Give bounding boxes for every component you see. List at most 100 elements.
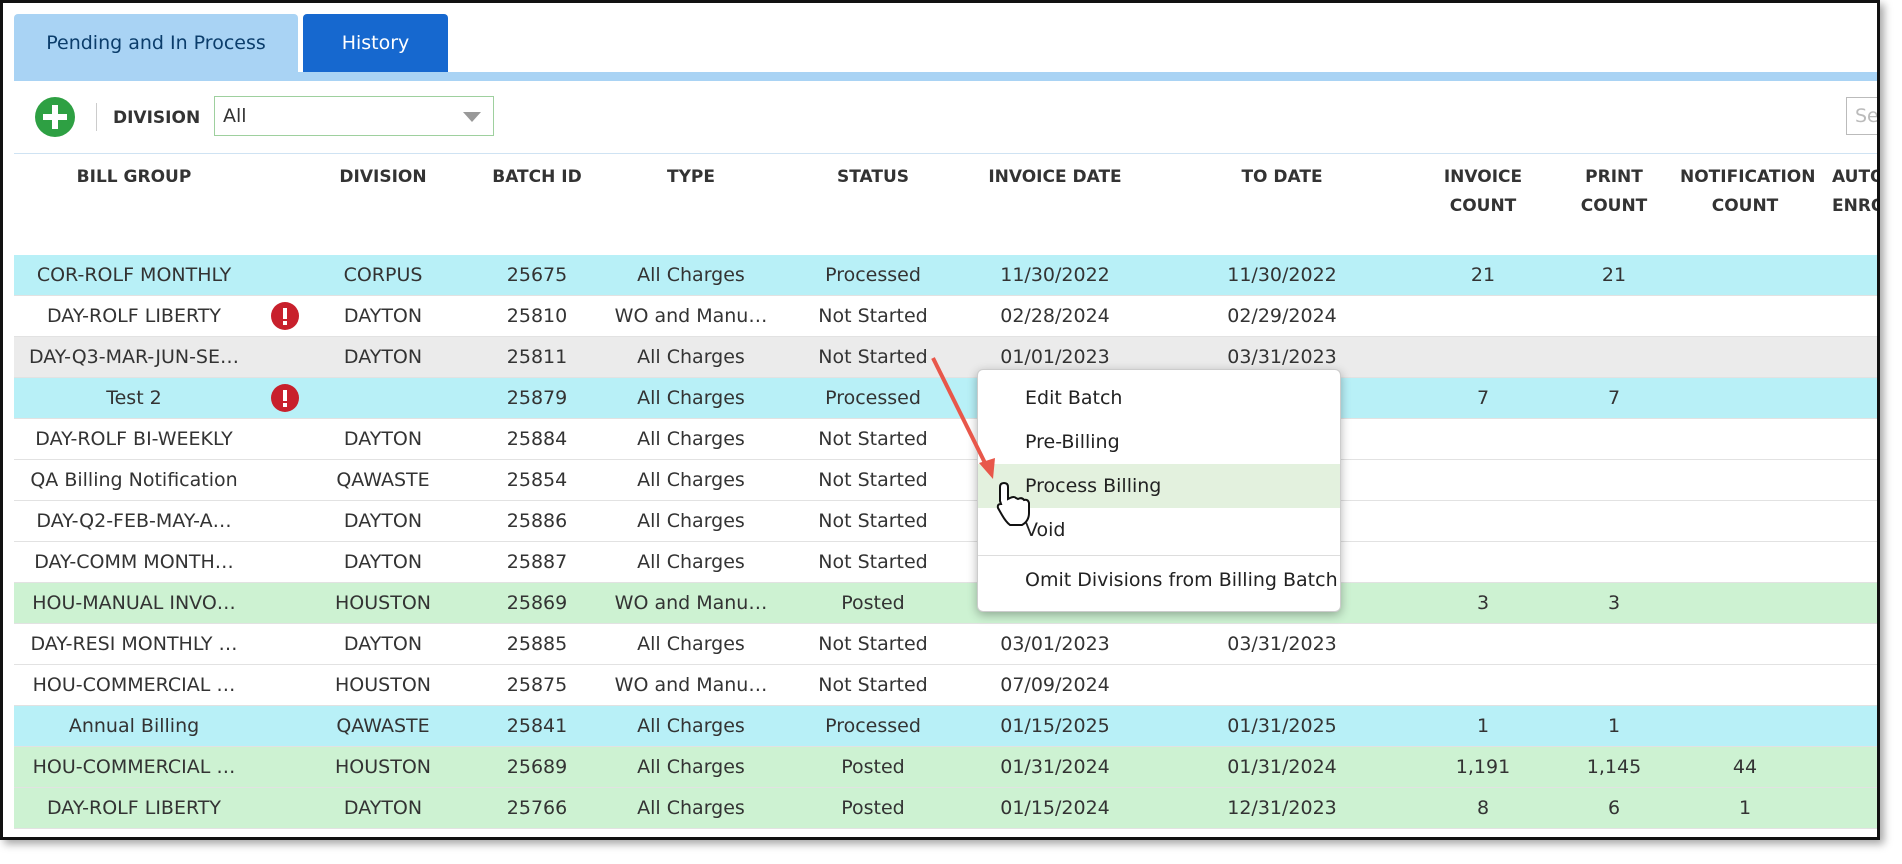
table-cell: DAYTON: [343, 633, 423, 655]
table-cell: 01/15/2025: [1000, 715, 1110, 737]
table-cell: 11/30/2022: [1227, 264, 1337, 286]
table-cell: WO and Manu…: [614, 592, 768, 614]
search-input[interactable]: Sea: [1846, 97, 1877, 135]
table-cell: DAYTON: [343, 305, 423, 327]
table-cell: HOU-MANUAL INVO…: [32, 592, 236, 614]
table-cell: Not Started: [818, 469, 928, 491]
table-cell: 25811: [506, 346, 568, 368]
table-cell: WO and Manu…: [614, 674, 768, 696]
menu-item[interactable]: Omit Divisions from Billing Batch: [1025, 569, 1338, 591]
table-cell: 25879: [506, 387, 568, 409]
add-button[interactable]: [34, 96, 76, 138]
column-header: BATCH ID: [492, 167, 582, 187]
table-row[interactable]: HOU-COMMERCIAL … HOUSTON 25875 WO and Manu……: [14, 665, 1877, 706]
tab[interactable]: Pending and In Process: [14, 14, 298, 72]
column-header: INVOICE COUNT: [1443, 167, 1523, 216]
table-cell: 03/31/2023: [1227, 633, 1337, 655]
table-cell: 12/31/2023: [1227, 797, 1337, 819]
table-row[interactable]: COR-ROLF MONTHLY CORPUS 25675 All Charges Pr…: [14, 255, 1877, 296]
table-cell: 25854: [506, 469, 568, 491]
column-header: INVOICE DATE: [988, 167, 1122, 187]
table-cell: 21: [1470, 264, 1496, 286]
table-cell: Not Started: [818, 305, 928, 327]
column-header: BILL GROUP: [76, 167, 192, 187]
menu-item[interactable]: Pre-Billing: [1025, 431, 1120, 453]
table-cell: All Charges: [637, 551, 745, 573]
table-cell: Not Started: [818, 346, 928, 368]
alert-icon: [271, 302, 299, 330]
table-cell: 01/31/2025: [1227, 715, 1337, 737]
column-header: TYPE: [667, 167, 715, 187]
table-cell: All Charges: [637, 346, 745, 368]
table-row[interactable]: Test 2 25879 All Charges Processed 7 7: [14, 378, 1877, 419]
column-header: DIVISION: [339, 167, 427, 187]
table-cell: 02/29/2024: [1227, 305, 1337, 327]
alert-glyph: [283, 390, 287, 407]
table-cell: QAWASTE: [336, 715, 430, 737]
table-cell: 07/09/2024: [1000, 674, 1110, 696]
table-row[interactable]: DAY-Q2-FEB-MAY-A… DAYTON 25886 All Charges N…: [14, 501, 1877, 542]
table-cell: HOUSTON: [335, 592, 431, 614]
table-cell: 11/30/2022: [1000, 264, 1110, 286]
table-cell: 25875: [506, 674, 568, 696]
select-value: All: [223, 105, 247, 127]
menu-separator: [978, 555, 1340, 556]
table-cell: Processed: [825, 715, 921, 737]
table-cell: 1,145: [1586, 756, 1642, 778]
column-header: AUTO ENRO: [1832, 167, 1880, 216]
menu-item[interactable]: Void: [1025, 519, 1066, 541]
table-cell: Posted: [841, 756, 905, 778]
table-row[interactable]: DAY-ROLF BI-WEEKLY DAYTON 25884 All Charges…: [14, 419, 1877, 460]
table-row[interactable]: DAY-ROLF LIBERTY DAYTON 25766 All Charges Po…: [14, 788, 1877, 829]
table-cell: 25884: [506, 428, 568, 450]
table-cell: Test 2: [106, 387, 162, 409]
table-row[interactable]: QA Billing Notification QAWASTE 25854 All C…: [14, 460, 1877, 501]
table-cell: DAYTON: [343, 551, 423, 573]
menu-item[interactable]: Process Billing: [978, 464, 1340, 508]
table-row[interactable]: DAY-RESI MONTHLY … DAYTON 25885 All Charges…: [14, 624, 1877, 665]
table-cell: 3: [1476, 592, 1490, 614]
table-cell: DAY-ROLF BI-WEEKLY: [35, 428, 233, 450]
table-row[interactable]: HOU-MANUAL INVO… HOUSTON 25869 WO and Manu……: [14, 583, 1877, 624]
table-cell: All Charges: [637, 633, 745, 655]
table-cell: 21: [1601, 264, 1627, 286]
table-row[interactable]: DAY-Q3-MAR-JUN-SE… DAYTON 25811 All Charges…: [14, 337, 1877, 378]
table-cell: DAY-Q2-FEB-MAY-A…: [36, 510, 232, 532]
menu-item[interactable]: Edit Batch: [1025, 387, 1123, 409]
table-cell: Annual Billing: [68, 715, 200, 737]
table-cell: 01/01/2023: [1000, 346, 1110, 368]
table-cell: 25887: [506, 551, 568, 573]
table-cell: All Charges: [637, 387, 745, 409]
table-cell: DAY-Q3-MAR-JUN-SE…: [28, 346, 240, 368]
table-cell: All Charges: [637, 715, 745, 737]
table-cell: 1: [1607, 715, 1621, 737]
table-cell: HOU-COMMERCIAL …: [32, 674, 236, 696]
table-cell: 7: [1476, 387, 1490, 409]
table-cell: Not Started: [818, 428, 928, 450]
table-cell: COR-ROLF MONTHLY: [36, 264, 232, 286]
table-row[interactable]: HOU-COMMERCIAL … HOUSTON 25689 All Charges P…: [14, 747, 1877, 788]
column-header: NOTIFICATION COUNT: [1680, 167, 1816, 216]
table-cell: Not Started: [818, 551, 928, 573]
table-cell: 01/15/2024: [1000, 797, 1110, 819]
table-cell: 25869: [506, 592, 568, 614]
column-header: TO DATE: [1241, 167, 1323, 187]
table-row[interactable]: DAY-ROLF LIBERTY DAYTON 25810 WO and Manu… N…: [14, 296, 1877, 337]
table-cell: 25675: [506, 264, 568, 286]
table-cell: HOU-COMMERCIAL …: [32, 756, 236, 778]
table-row[interactable]: Annual Billing QAWASTE 25841 All Charges Pro…: [14, 706, 1877, 747]
table-row[interactable]: DAY-COMM MONTH… DAYTON 25887 All Charges Not…: [14, 542, 1877, 583]
table-cell: 25885: [506, 633, 568, 655]
table-cell: 03/01/2023: [1000, 633, 1110, 655]
division-select[interactable]: All: [214, 96, 494, 136]
context-menu: Edit Batch Pre-Billing Process Billing Void…: [977, 369, 1341, 612]
table-cell: Posted: [841, 797, 905, 819]
table-cell: All Charges: [637, 510, 745, 532]
tab[interactable]: History: [303, 14, 448, 72]
table-cell: DAYTON: [343, 346, 423, 368]
table-cell: DAY-COMM MONTH…: [34, 551, 234, 573]
table-cell: HOUSTON: [335, 674, 431, 696]
table-cell: Posted: [841, 592, 905, 614]
table-cell: QA Billing Notification: [30, 469, 238, 491]
